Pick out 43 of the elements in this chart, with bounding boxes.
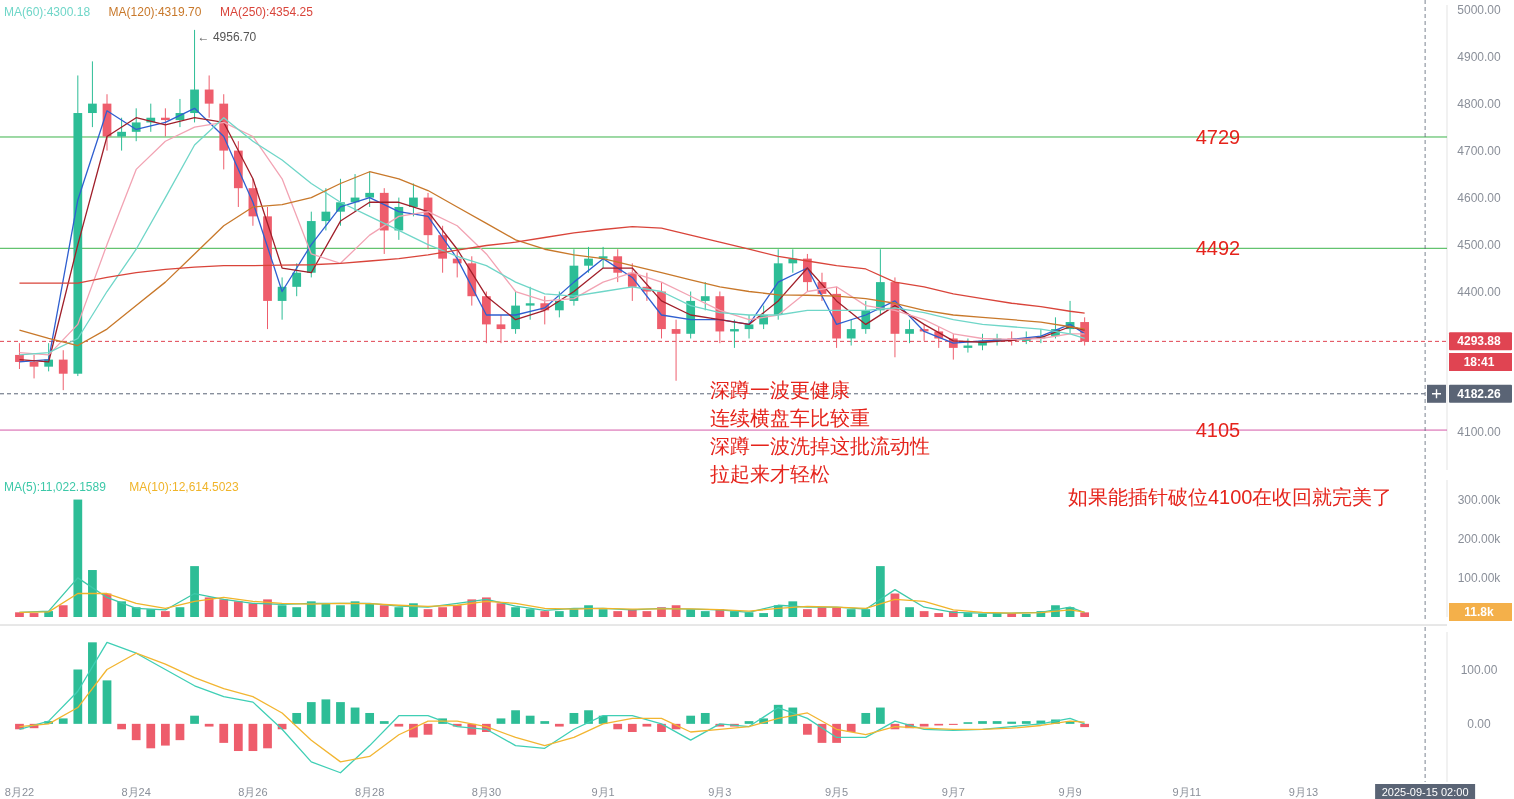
y-tick-label: 5000.00 (1457, 2, 1502, 17)
ref-line-label: 4293.88 (1457, 334, 1502, 349)
y-tick-label: 4700.00 (1457, 143, 1502, 158)
x-tick-label: 8月26 (238, 786, 268, 798)
x-tick-label: 9月5 (824, 786, 849, 798)
y-tick-label: 4100.00 (1457, 425, 1502, 440)
x-tick-label: 8月28 (354, 786, 385, 798)
y-tick-label: 200.00k (1457, 531, 1502, 546)
text: MA(250):4354.25 (220, 5, 314, 19)
x-tick-label: 9月11 (1172, 786, 1202, 798)
y-tick-label: 4400.00 (1457, 284, 1502, 299)
y-tick-label: 4600.00 (1457, 190, 1502, 205)
y-tick-label: 4800.00 (1457, 96, 1502, 111)
y-tick-label: 300.00k (1457, 492, 1502, 507)
ref-line-label: 4729 (1195, 125, 1241, 148)
x-tick-label: 8月24 (121, 786, 151, 798)
x-tick-label: 8月30 (471, 786, 502, 798)
text: 11.8k (1464, 605, 1495, 619)
x-tick-label: 9月3 (708, 786, 732, 798)
ref-line-label: 4105 (1195, 419, 1241, 442)
x-tick-label: 8月22 (4, 786, 35, 798)
text: MA(120):4319.70 (108, 5, 202, 19)
y-tick-label: 100.00 (1460, 662, 1498, 677)
x-tick-label: 9月7 (941, 786, 965, 798)
y-tick-label: 100.00k (1457, 570, 1502, 585)
ref-line-label: 2025-09-15 02:00 (1381, 785, 1469, 798)
x-tick-label: 9月9 (1058, 786, 1082, 798)
annotation: 拉起来才轻松 (710, 463, 830, 485)
text: MA(10):12,614.5023 (129, 480, 240, 494)
annotation: 连续横盘车比较重 (710, 407, 870, 429)
text: 18:41 (1463, 355, 1495, 369)
x-tick-label: 9月13 (1288, 786, 1319, 798)
y-tick-label: 4900.00 (1457, 49, 1502, 64)
text: MA(60):4300.18 (4, 5, 91, 19)
ref-line-label: 4182.26 (1457, 386, 1502, 401)
text: MA(5):11,022.1589 (4, 480, 107, 494)
annotation: 深蹲一波更健康 (710, 379, 850, 401)
annotation: ← 4956.70 (197, 29, 257, 44)
y-tick-label: 0.00 (1467, 716, 1491, 731)
y-tick-label: 4500.00 (1457, 237, 1502, 252)
annotation: 深蹲一波洗掉这批流动性 (710, 435, 930, 457)
annotation: 如果能插针破位4100在收回就完美了 (1068, 486, 1393, 508)
x-tick-label: 9月1 (591, 786, 615, 798)
